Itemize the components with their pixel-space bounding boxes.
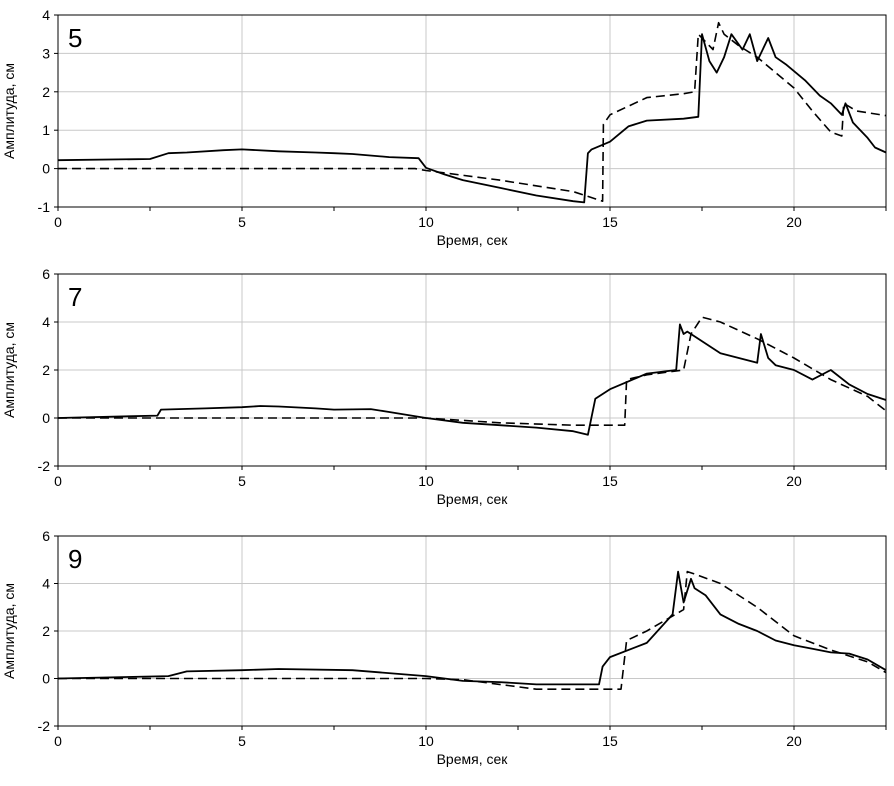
x-tick-label: 10 <box>418 214 434 230</box>
y-tick-label: 0 <box>42 671 50 687</box>
x-tick-label: 20 <box>786 733 802 749</box>
y-axis-label: Амплитуда, см <box>1 583 17 679</box>
x-axis-label: Время, сек <box>437 751 509 767</box>
x-tick-label: 0 <box>54 733 62 749</box>
x-axis-label: Время, сек <box>437 232 509 248</box>
y-tick-label: 0 <box>42 410 50 426</box>
y-tick-label: 2 <box>42 84 50 100</box>
x-tick-label: 10 <box>418 733 434 749</box>
y-tick-label: 6 <box>42 528 50 544</box>
series-line-solid <box>57 570 887 686</box>
panel-number-label: 5 <box>68 23 82 53</box>
x-tick-label: 0 <box>54 473 62 489</box>
y-tick-label: -2 <box>38 718 51 734</box>
x-tick-label: 5 <box>238 214 246 230</box>
y-axis-label: Амплитуда, см <box>1 63 17 159</box>
x-tick-label: 15 <box>602 473 618 489</box>
y-tick-label: 6 <box>42 266 50 282</box>
y-axis-label: Амплитуда, см <box>1 322 17 418</box>
series-line-dashed <box>58 570 887 691</box>
panel-number-label: 7 <box>68 282 82 312</box>
x-tick-label: 10 <box>418 473 434 489</box>
x-axis-label: Время, сек <box>437 491 509 507</box>
x-tick-label: 15 <box>602 214 618 230</box>
y-tick-label: -2 <box>38 458 51 474</box>
series-line-solid <box>57 33 887 204</box>
x-tick-label: 20 <box>786 473 802 489</box>
y-tick-label: 4 <box>42 576 50 592</box>
y-tick-label: 2 <box>42 623 50 639</box>
x-tick-label: 0 <box>54 214 62 230</box>
x-tick-label: 5 <box>238 473 246 489</box>
x-tick-label: 5 <box>238 733 246 749</box>
x-tick-label: 20 <box>786 214 802 230</box>
y-tick-label: 1 <box>42 122 50 138</box>
plot-frame <box>57 14 887 208</box>
panel-number-label: 9 <box>68 544 82 574</box>
y-tick-label: 4 <box>42 314 50 330</box>
x-tick-label: 15 <box>602 733 618 749</box>
series-line-dashed <box>58 316 887 427</box>
y-tick-label: -1 <box>38 199 51 215</box>
series-line-dashed <box>58 21 887 202</box>
y-tick-label: 2 <box>42 362 50 378</box>
y-tick-label: 0 <box>42 161 50 177</box>
y-tick-label: 4 <box>42 7 50 23</box>
y-tick-label: 3 <box>42 45 50 61</box>
series-line-solid <box>57 323 887 436</box>
